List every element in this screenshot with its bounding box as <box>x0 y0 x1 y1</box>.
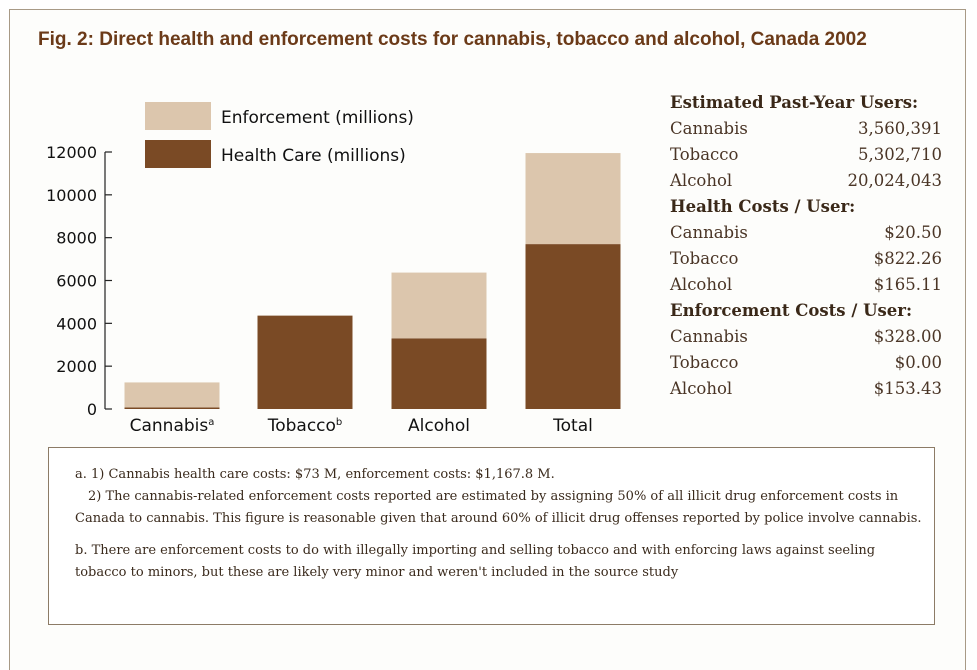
bar-enforcement <box>391 272 487 339</box>
bar-health-care <box>124 407 220 409</box>
y-tick-label: 2000 <box>56 357 97 376</box>
enforcement-value: $153.43 <box>873 379 942 398</box>
users-header: Estimated Past-Year Users: <box>670 93 919 112</box>
users-value: 3,560,391 <box>858 119 942 138</box>
users-value: 5,302,710 <box>858 145 942 164</box>
health-value: $20.50 <box>884 223 942 242</box>
x-tick-label: Tobaccob <box>267 416 343 436</box>
enforcement-label: Cannabis <box>670 327 748 346</box>
legend-swatch <box>145 102 211 130</box>
y-tick-label: 4000 <box>56 314 97 333</box>
bar-enforcement <box>124 382 220 408</box>
legend-label: Enforcement (millions) <box>221 108 414 128</box>
per-user-stats-panel: Estimated Past-Year Users: Cannabis 3,560… <box>670 90 942 402</box>
y-tick-label: 6000 <box>56 272 97 291</box>
bar-health-care <box>525 244 621 409</box>
enforcement-costs-header: Enforcement Costs / User: <box>670 301 913 320</box>
enforcement-label: Alcohol <box>670 379 733 398</box>
y-tick-label: 0 <box>87 400 97 419</box>
bar-enforcement <box>525 153 621 245</box>
health-label: Alcohol <box>670 275 733 294</box>
chart-title: Fig. 2: Direct health and enforcement co… <box>38 29 867 50</box>
enforcement-value: $328.00 <box>873 327 942 346</box>
y-tick-label: 10000 <box>46 186 97 205</box>
health-label: Tobacco <box>670 249 739 268</box>
health-row: Tobacco $822.26 <box>670 246 942 272</box>
y-tick-label: 8000 <box>56 229 97 248</box>
enforcement-label: Tobacco <box>670 353 739 372</box>
enforcement-row: Tobacco $0.00 <box>670 350 942 376</box>
legend-swatch <box>145 140 211 168</box>
health-costs-header: Health Costs / User: <box>670 197 856 216</box>
users-row: Cannabis 3,560,391 <box>670 116 942 142</box>
health-label: Cannabis <box>670 223 748 242</box>
users-label: Alcohol <box>670 171 733 190</box>
stacked-bar-chart: 0 2000 4000 6000 8000 10000 12000 Cannabisa Toba… <box>46 102 621 436</box>
x-tick-label: Cannabisa <box>130 416 215 436</box>
users-label: Tobacco <box>670 145 739 164</box>
enforcement-row: Alcohol $153.43 <box>670 376 942 402</box>
users-row: Alcohol 20,024,043 <box>670 168 942 194</box>
enforcement-value: $0.00 <box>894 353 942 372</box>
health-row: Cannabis $20.50 <box>670 220 942 246</box>
x-tick-label: Alcohol <box>408 416 470 436</box>
footnote-a2: 2) The cannabis-related enforcement cost… <box>75 489 922 526</box>
footnotes-box: a. 1) Cannabis health care costs: $73 M,… <box>48 447 935 625</box>
y-tick-label: 12000 <box>46 143 97 162</box>
enforcement-row: Cannabis $328.00 <box>670 324 942 350</box>
legend-label: Health Care (millions) <box>221 146 406 166</box>
health-value: $822.26 <box>873 249 942 268</box>
health-row: Alcohol $165.11 <box>670 272 942 298</box>
bar-health-care <box>391 338 487 409</box>
users-row: Tobacco 5,302,710 <box>670 142 942 168</box>
users-label: Cannabis <box>670 119 748 138</box>
footnote-a1: a. 1) Cannabis health care costs: $73 M,… <box>75 467 555 482</box>
x-tick-label: Total <box>552 416 593 436</box>
health-value: $165.11 <box>873 275 942 294</box>
footnote-b: b. There are enforcement costs to do wit… <box>75 543 876 580</box>
bar-health-care <box>257 315 353 409</box>
users-value: 20,024,043 <box>847 171 942 190</box>
